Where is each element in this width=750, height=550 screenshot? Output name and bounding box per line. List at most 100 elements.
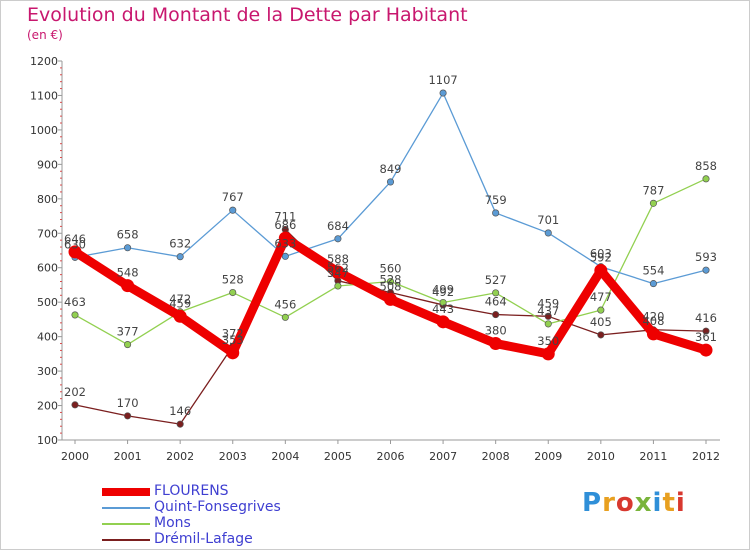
legend-swatch bbox=[102, 507, 150, 509]
data-label: 528 bbox=[380, 273, 402, 287]
x-tick-label: 2012 bbox=[692, 450, 720, 463]
data-point bbox=[386, 178, 395, 186]
legend-swatch bbox=[102, 539, 150, 541]
y-tick-label: 500 bbox=[37, 296, 58, 309]
legend-label: Quint-Fonsegrives bbox=[154, 499, 281, 515]
data-label: 593 bbox=[695, 250, 717, 264]
data-label: 380 bbox=[485, 324, 507, 338]
y-tick-label: 300 bbox=[37, 365, 58, 378]
data-label: 146 bbox=[169, 404, 191, 418]
data-label: 588 bbox=[327, 252, 349, 266]
data-label: 416 bbox=[695, 311, 717, 325]
legend-label: FLOURENS bbox=[154, 483, 229, 499]
data-label: 437 bbox=[537, 304, 559, 318]
legend-swatch bbox=[102, 488, 150, 496]
data-point bbox=[646, 327, 660, 341]
chart-data-labels: 646 548 459 353 686 588 508 443 380 350 592 408 361 6… bbox=[64, 73, 717, 418]
data-label: 592 bbox=[590, 250, 612, 264]
data-point bbox=[492, 311, 500, 319]
data-label: 499 bbox=[432, 283, 454, 297]
data-point bbox=[124, 341, 132, 349]
data-label: 548 bbox=[117, 266, 139, 280]
x-tick-label: 2010 bbox=[587, 450, 615, 463]
data-label: 527 bbox=[485, 273, 507, 287]
x-tick-label: 2009 bbox=[534, 450, 562, 463]
data-point bbox=[229, 206, 237, 214]
data-point bbox=[541, 347, 555, 361]
data-label: 350 bbox=[537, 334, 559, 348]
data-point bbox=[597, 306, 605, 314]
data-point bbox=[331, 265, 345, 279]
data-point bbox=[702, 175, 710, 183]
data-label: 405 bbox=[590, 315, 612, 329]
data-point bbox=[71, 311, 79, 319]
data-label: 408 bbox=[642, 314, 664, 328]
data-label: 1107 bbox=[428, 73, 457, 87]
data-label: 464 bbox=[485, 295, 507, 309]
data-label: 632 bbox=[169, 237, 191, 251]
data-label: 377 bbox=[117, 325, 139, 339]
data-point bbox=[124, 244, 132, 252]
proxiti-logo: Proxiti bbox=[582, 488, 686, 518]
data-point bbox=[71, 401, 79, 409]
x-tick-label: 2003 bbox=[219, 450, 247, 463]
logo-letter: i bbox=[652, 488, 663, 518]
data-point bbox=[492, 289, 500, 297]
data-point bbox=[702, 266, 710, 274]
data-point bbox=[597, 331, 605, 339]
data-label: 477 bbox=[590, 290, 612, 304]
chart-axes bbox=[61, 61, 720, 441]
data-label: 562 bbox=[327, 261, 349, 275]
data-label: 459 bbox=[169, 296, 191, 310]
logo-letter: P bbox=[582, 488, 603, 518]
x-tick-label: 2011 bbox=[639, 450, 667, 463]
data-label: 767 bbox=[222, 190, 244, 204]
logo-letter: t bbox=[662, 488, 676, 518]
x-tick-label: 2006 bbox=[377, 450, 405, 463]
data-point bbox=[649, 280, 657, 288]
data-label: 459 bbox=[537, 296, 559, 310]
data-label: 560 bbox=[380, 262, 402, 276]
data-point bbox=[334, 282, 342, 290]
x-tick-label: 2004 bbox=[271, 450, 299, 463]
data-label: 463 bbox=[64, 295, 86, 309]
chart-unit-label: (en €) bbox=[27, 28, 63, 42]
y-tick-label: 1200 bbox=[30, 55, 58, 68]
data-point bbox=[281, 313, 289, 321]
data-point bbox=[489, 337, 503, 351]
logo-letter: r bbox=[602, 488, 616, 518]
data-point bbox=[436, 315, 450, 329]
data-label: 711 bbox=[274, 209, 296, 223]
data-point bbox=[229, 288, 237, 297]
data-point bbox=[439, 89, 447, 97]
data-label: 372 bbox=[222, 326, 244, 340]
legend-label: Mons bbox=[154, 515, 191, 531]
data-point bbox=[384, 292, 397, 306]
y-tick-label: 700 bbox=[37, 227, 58, 240]
logo-letter: o bbox=[615, 488, 635, 518]
data-point bbox=[386, 277, 395, 286]
data-label: 420 bbox=[642, 310, 664, 324]
data-point bbox=[439, 298, 447, 307]
y-tick-label: 800 bbox=[37, 193, 58, 206]
data-label: 456 bbox=[274, 297, 296, 311]
x-tick-label: 2000 bbox=[61, 450, 89, 463]
data-point bbox=[699, 343, 713, 357]
data-label: 603 bbox=[590, 247, 612, 261]
y-tick-label: 100 bbox=[37, 434, 58, 447]
logo-letter: x bbox=[634, 488, 653, 518]
data-point bbox=[176, 420, 184, 428]
data-label: 630 bbox=[64, 237, 86, 251]
data-label: 202 bbox=[64, 385, 86, 399]
data-point bbox=[68, 245, 82, 259]
data-label: 472 bbox=[169, 292, 191, 306]
data-label: 701 bbox=[537, 213, 559, 227]
data-label: 547 bbox=[327, 266, 349, 280]
data-label: 170 bbox=[117, 396, 139, 410]
x-tick-label: 2005 bbox=[324, 450, 352, 463]
y-tick-label: 400 bbox=[37, 331, 58, 344]
data-label: 849 bbox=[380, 162, 402, 176]
y-tick-label: 600 bbox=[37, 262, 58, 275]
data-label: 443 bbox=[432, 302, 454, 316]
logo-letter: i bbox=[675, 488, 686, 518]
